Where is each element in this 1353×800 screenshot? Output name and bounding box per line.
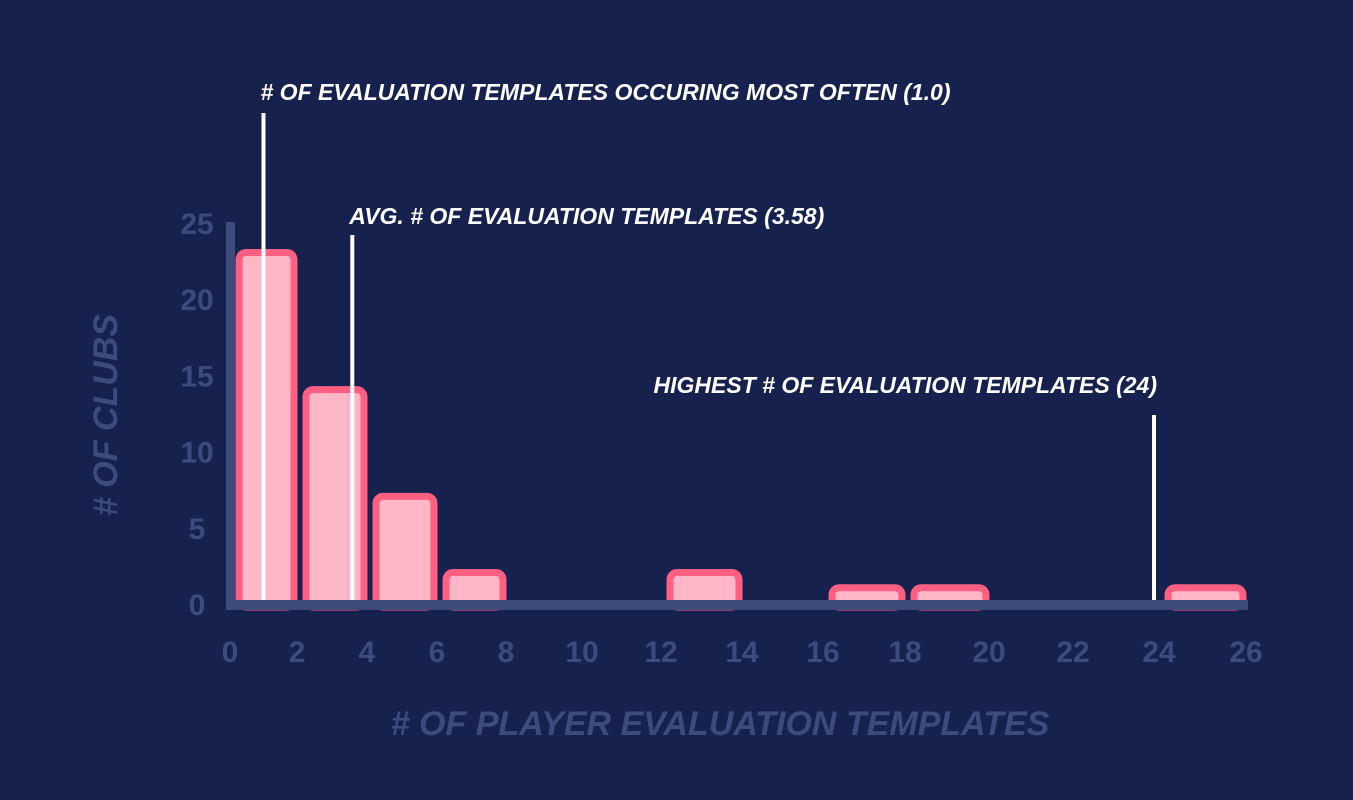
x-tick-label: 22 [1056, 636, 1089, 669]
x-tick-label: 18 [888, 636, 921, 669]
y-tick-label: 0 [189, 589, 206, 622]
annotation-label: HIGHEST # OF EVALUATION TEMPLATES (24) [654, 372, 1157, 398]
x-tick-label: 12 [644, 636, 677, 669]
x-tick-label: 4 [359, 636, 376, 669]
histogram-bar-2-4 [302, 386, 368, 611]
y-tick-label: 25 [180, 208, 213, 241]
x-tick-label: 10 [565, 636, 598, 669]
annotation-label: AVG. # OF EVALUATION TEMPLATES (3.58) [348, 203, 824, 229]
y-tick-label: 10 [180, 437, 213, 470]
x-tick-label: 20 [972, 636, 1005, 669]
y-tick-label: 20 [180, 284, 213, 317]
x-tick-label: 26 [1229, 636, 1262, 669]
x-axis-line [226, 600, 1248, 610]
x-axis-label: # OF PLAYER EVALUATION TEMPLATES [391, 705, 1050, 743]
y-tick-label: 5 [189, 513, 206, 546]
y-tick-label: 15 [180, 360, 213, 393]
x-tick-label: 8 [498, 636, 515, 669]
x-tick-label: 2 [289, 636, 306, 669]
x-tick-label: 16 [806, 636, 839, 669]
x-tick-label: 0 [222, 636, 239, 669]
histogram-bar-0-2 [235, 248, 298, 611]
histogram-bar-4-6 [372, 492, 438, 611]
x-tick-label: 14 [725, 636, 759, 669]
x-tick-label: 6 [429, 636, 446, 669]
x-tick-label: 24 [1142, 636, 1176, 669]
y-axis-label: # OF CLUBS [87, 314, 125, 516]
annotation-label: # OF EVALUATION TEMPLATES OCCURING MOST … [261, 79, 951, 105]
y-axis-line [226, 222, 235, 607]
